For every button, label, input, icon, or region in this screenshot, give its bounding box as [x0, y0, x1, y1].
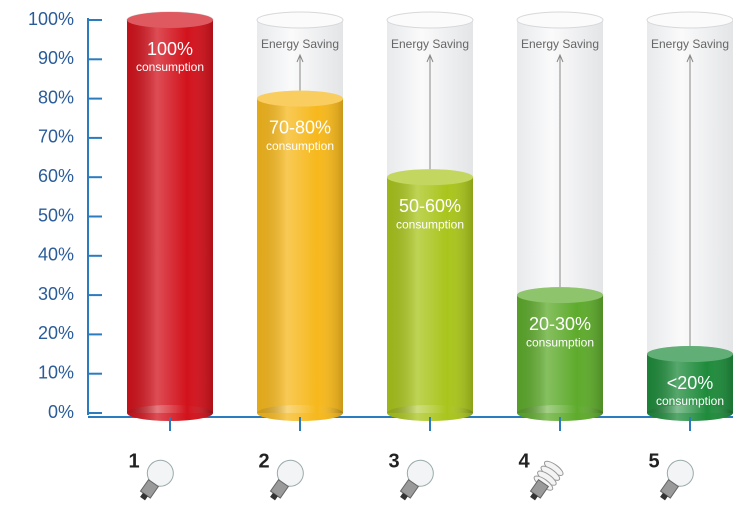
bar-sublabel: consumption [136, 60, 204, 74]
bar-shade [387, 177, 473, 413]
arrow-head [556, 53, 564, 63]
bar-sublabel: consumption [266, 139, 334, 153]
cylinder-top-shine [257, 90, 343, 107]
bulb-icon [529, 460, 564, 501]
arrow-head [686, 53, 694, 63]
y-tick-label: 50% [38, 205, 74, 225]
cylinder-top-shine [127, 12, 213, 28]
bulb-part [270, 492, 278, 501]
category-label: 3 [388, 450, 399, 472]
y-tick-label: 100% [28, 9, 74, 29]
bar-shade [517, 295, 603, 413]
cylinder-top-shine [647, 346, 733, 363]
cylinder-bottom-shade [127, 405, 213, 421]
y-tick-label: 10% [38, 362, 74, 382]
y-tick-label: 80% [38, 87, 74, 107]
y-tick-label: 60% [38, 166, 74, 186]
y-tick-label: 70% [38, 127, 74, 147]
category-label: 2 [258, 450, 269, 472]
cylinder-top [257, 90, 343, 107]
bar-shade [127, 20, 213, 413]
bar-shade [647, 354, 733, 413]
cylinder-top [127, 12, 213, 28]
y-tick-label: 90% [38, 48, 74, 68]
cylinder-top [387, 169, 473, 186]
bar-sublabel: consumption [656, 394, 724, 408]
category-label: 5 [648, 450, 659, 472]
glass-top [516, 11, 604, 29]
saving-label: Energy Saving [391, 37, 469, 51]
bulb-icon [659, 459, 694, 501]
bar-sublabel: consumption [526, 335, 594, 349]
y-tick-label: 0% [48, 402, 74, 422]
arrow-head [426, 53, 434, 63]
bulb-icon [139, 459, 174, 501]
bar-label: 50-60% [399, 196, 461, 216]
bulb-part [660, 492, 668, 501]
cylinder-top-shine [387, 169, 473, 186]
bulb-part [400, 492, 408, 501]
cylinder-bottom-shade [387, 405, 473, 421]
category-label: 1 [128, 450, 139, 472]
bar-sublabel: consumption [396, 217, 464, 231]
saving-label: Energy Saving [651, 37, 729, 51]
y-tick-label: 40% [38, 245, 74, 265]
cylinder-bottom-shade [647, 405, 733, 421]
bulb-icon [269, 459, 304, 501]
bar-label: 100% [147, 39, 193, 59]
bulb-icon [399, 459, 434, 501]
cylinder-top [517, 287, 603, 304]
saving-label: Energy Saving [521, 37, 599, 51]
glass-top [646, 11, 733, 29]
bar-label: 70-80% [269, 117, 331, 137]
glass-top [386, 11, 474, 29]
y-tick-label: 20% [38, 323, 74, 343]
bar-label: 20-30% [529, 314, 591, 334]
arrow-head [296, 53, 304, 63]
cylinder-bottom-shade [257, 405, 343, 421]
bulb-part [140, 492, 148, 501]
y-tick-label: 30% [38, 284, 74, 304]
cylinder-bottom-shade [517, 405, 603, 421]
glass-top [256, 11, 344, 29]
cylinder-top-shine [517, 287, 603, 304]
saving-label: Energy Saving [261, 37, 339, 51]
category-label: 4 [518, 450, 530, 472]
bar-shade [257, 98, 343, 413]
cylinder-top [647, 346, 733, 363]
bar-label: <20% [667, 373, 714, 393]
bulb-part [530, 492, 538, 501]
